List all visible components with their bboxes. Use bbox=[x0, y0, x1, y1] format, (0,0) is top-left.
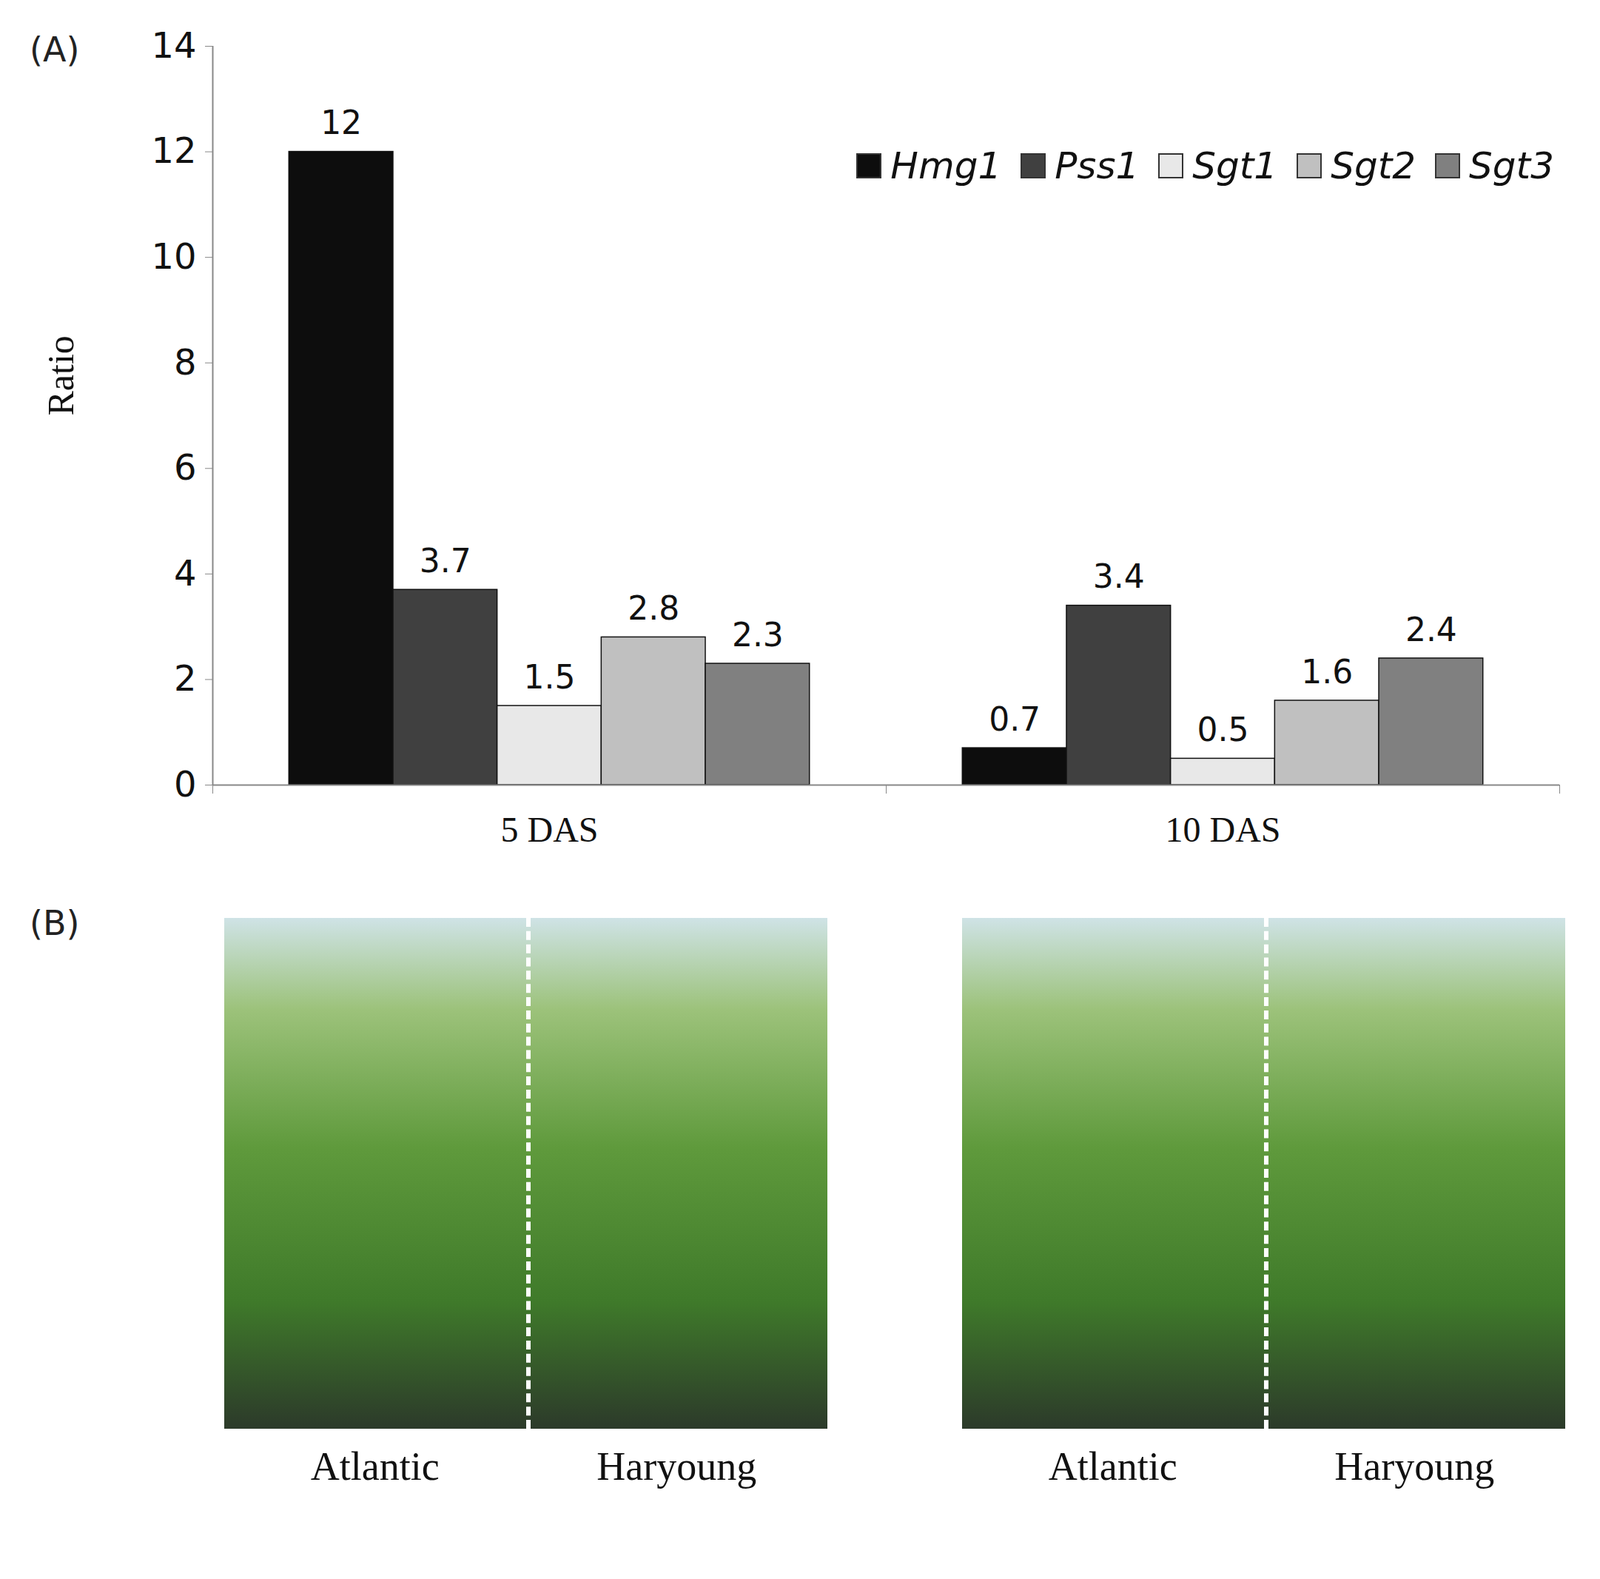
html-text:Sgt3: Sgt3 bbox=[1469, 144, 1555, 188]
svg-text:0.5: 0.5 bbox=[1197, 710, 1250, 749]
html-text:(A): (A) bbox=[29, 29, 80, 70]
svg-text:8: 8 bbox=[173, 341, 197, 383]
html-text:Sgt2: Sgt2 bbox=[1330, 144, 1416, 188]
svg-text:2.4: 2.4 bbox=[1405, 609, 1458, 648]
svg-text:2: 2 bbox=[173, 657, 197, 699]
svg-text:1.5: 1.5 bbox=[523, 657, 576, 696]
svg-text:3.7: 3.7 bbox=[419, 541, 472, 580]
svg-text:12: 12 bbox=[150, 129, 197, 171]
html-text:Sgt1: Sgt1 bbox=[1192, 144, 1278, 188]
html-text:Haryoung: Haryoung bbox=[596, 1443, 757, 1489]
html-text:Hmg1: Hmg1 bbox=[890, 144, 1002, 188]
svg-text:12: 12 bbox=[320, 103, 362, 142]
svg-text:Ratio: Ratio bbox=[39, 335, 82, 416]
html-text:(B): (B) bbox=[29, 902, 80, 943]
svg-text:0.7: 0.7 bbox=[988, 700, 1041, 738]
svg-text:1.6: 1.6 bbox=[1301, 652, 1353, 691]
html-text:Pss1: Pss1 bbox=[1054, 144, 1140, 188]
html-text:Atlantic: Atlantic bbox=[1048, 1443, 1178, 1489]
svg-text:4: 4 bbox=[173, 552, 197, 594]
svg-text:10: 10 bbox=[150, 235, 197, 277]
svg-text:2.8: 2.8 bbox=[627, 589, 680, 627]
svg-text:6: 6 bbox=[173, 446, 197, 488]
svg-text:0: 0 bbox=[173, 762, 197, 805]
svg-text:5 DAS: 5 DAS bbox=[500, 809, 598, 849]
svg-text:3.4: 3.4 bbox=[1093, 557, 1145, 596]
html-text:Atlantic: Atlantic bbox=[310, 1443, 440, 1489]
svg-text:10 DAS: 10 DAS bbox=[1164, 809, 1281, 849]
svg-text:2.3: 2.3 bbox=[731, 615, 784, 654]
svg-text:14: 14 bbox=[150, 24, 197, 66]
html-text:Haryoung: Haryoung bbox=[1334, 1443, 1495, 1489]
